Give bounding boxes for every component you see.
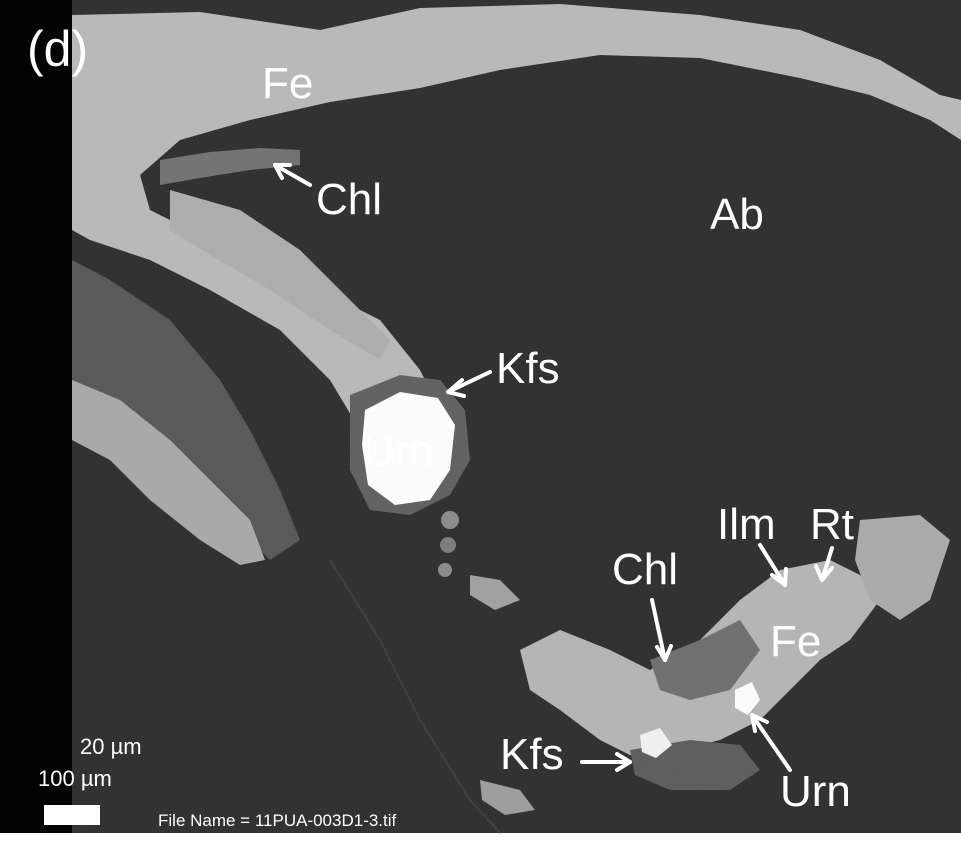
label-kfs-bottom: Kfs bbox=[500, 730, 564, 779]
arrow-kfs-mid bbox=[446, 370, 492, 398]
arrow-chl-top bbox=[273, 163, 312, 187]
label-rt: Rt bbox=[810, 500, 854, 549]
scale-label-20um: 20 µm bbox=[80, 734, 142, 759]
arrow-rt bbox=[814, 546, 834, 582]
label-ilm: Ilm bbox=[717, 500, 776, 549]
scale-bar bbox=[44, 805, 100, 825]
label-fe-bottom: Fe bbox=[770, 617, 822, 666]
label-chl-top: Chl bbox=[316, 175, 383, 224]
arrow-ilm bbox=[758, 543, 788, 587]
bottom-strip bbox=[0, 833, 961, 841]
label-fe-top: Fe bbox=[262, 59, 314, 108]
file-name-caption: File Name = 11PUA-003D1-3.tif bbox=[158, 811, 397, 830]
label-kfs-mid: Kfs bbox=[496, 344, 560, 393]
label-chl-bottom: Chl bbox=[612, 545, 679, 594]
sample-edge bbox=[0, 0, 72, 841]
label-urn-bottom: Urn bbox=[780, 767, 851, 816]
panel-label: (d) bbox=[27, 21, 89, 77]
arrow-urn-bottom bbox=[750, 713, 792, 772]
label-ab: Ab bbox=[710, 190, 764, 239]
arrow-kfs-bottom bbox=[580, 752, 632, 772]
arrow-chl-bottom bbox=[650, 598, 673, 662]
scale-label-100um: 100 µm bbox=[38, 766, 112, 791]
label-urn-mid: Urn bbox=[363, 427, 434, 476]
arrows bbox=[273, 163, 834, 772]
texture-grain bbox=[72, 0, 961, 833]
